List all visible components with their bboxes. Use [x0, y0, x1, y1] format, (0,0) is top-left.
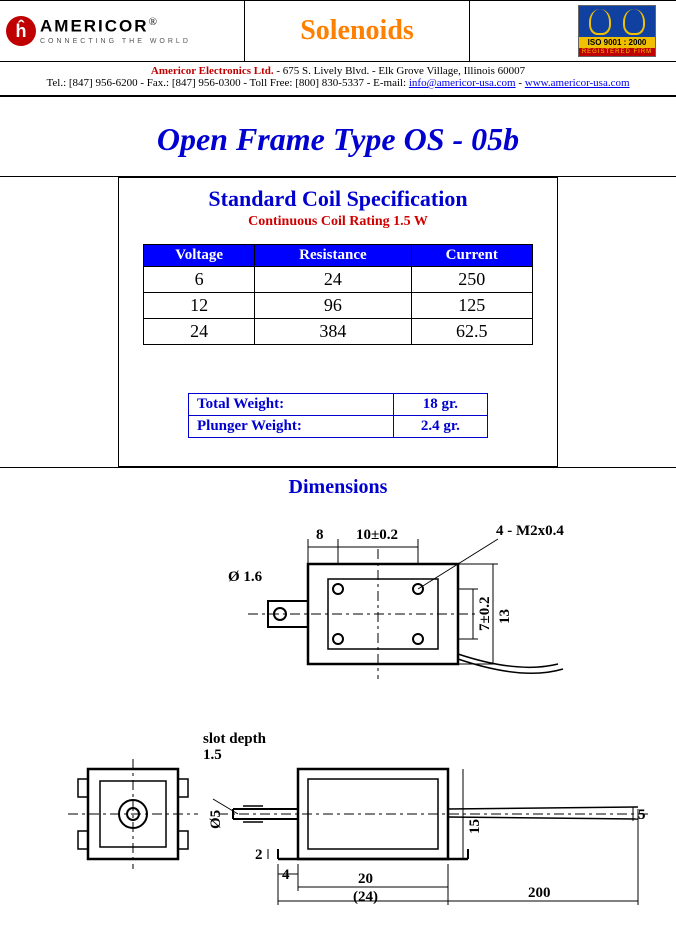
- dim-15: 15: [467, 819, 484, 834]
- company-address: - 675 S. Lively Blvd. - Elk Grove Villag…: [274, 65, 526, 77]
- dim-2: 2: [255, 847, 263, 864]
- dim-200: 200: [528, 885, 551, 902]
- spec-box: Standard Coil Specification Continuous C…: [118, 177, 558, 467]
- table-row: 6 24 250: [144, 267, 533, 293]
- dim-13: 13: [497, 609, 514, 624]
- wreath-icon: [589, 9, 611, 35]
- dimensions-title: Dimensions: [0, 476, 676, 499]
- table-row: 12 96 125: [144, 293, 533, 319]
- certification-cell: ISO 9001 : 2000 REGISTERED FIRM: [470, 1, 676, 61]
- wreath-icon: [623, 9, 645, 35]
- iso-strip: ISO 9001 : 2000: [579, 37, 655, 48]
- logo-mark-icon: ĥ: [6, 16, 36, 46]
- spec-subtitle: Continuous Coil Rating 1.5 W: [137, 214, 539, 230]
- dim-5: 5: [638, 807, 646, 824]
- table-row: Plunger Weight: 2.4 gr.: [189, 416, 488, 438]
- iso-badge: ISO 9001 : 2000 REGISTERED FIRM: [578, 5, 656, 57]
- website-link[interactable]: www.americor-usa.com: [525, 77, 630, 89]
- col-resistance: Resistance: [255, 245, 411, 267]
- category-title: Solenoids: [300, 15, 414, 47]
- weight-value: 2.4 gr.: [393, 416, 487, 438]
- table-header-row: Voltage Resistance Current: [144, 245, 533, 267]
- dim-dia5: Ø5: [208, 810, 225, 829]
- iso-badge-top: [579, 6, 655, 37]
- category-cell: Solenoids: [245, 1, 470, 61]
- spec-title: Standard Coil Specification: [137, 186, 539, 212]
- weight-label: Plunger Weight:: [189, 416, 394, 438]
- dim-10: 10±0.2: [356, 527, 398, 544]
- weight-label: Total Weight:: [189, 394, 394, 416]
- logo-tagline: CONNECTING THE WORLD: [40, 38, 191, 45]
- weight-value: 18 gr.: [393, 394, 487, 416]
- logo-registered: ®: [149, 16, 157, 28]
- weight-table: Total Weight: 18 gr. Plunger Weight: 2.4…: [188, 393, 488, 438]
- contact-sep: -: [516, 77, 525, 89]
- contact-bar: Americor Electronics Ltd. - 675 S. Livel…: [0, 62, 676, 97]
- drawing-svg: [18, 509, 658, 909]
- dim-24: (24): [353, 889, 378, 906]
- divider: [0, 467, 676, 468]
- logo-cell: ĥ AMERICOR® CONNECTING THE WORLD: [0, 1, 245, 61]
- dim-4: 4: [282, 867, 290, 884]
- company-name: Americor Electronics Ltd.: [151, 65, 274, 77]
- dim-dia16: Ø 1.6: [228, 569, 262, 586]
- dim-hole: 4 - M2x0.4: [496, 523, 564, 540]
- dim-20: 20: [358, 871, 373, 888]
- table-row: 24 384 62.5: [144, 319, 533, 345]
- header-bar: ĥ AMERICOR® CONNECTING THE WORLD Solenoi…: [0, 0, 676, 62]
- col-voltage: Voltage: [144, 245, 255, 267]
- company-logo: ĥ AMERICOR® CONNECTING THE WORLD: [6, 16, 191, 46]
- logo-wordmark: AMERICOR: [40, 17, 149, 36]
- iso-bottom: REGISTERED FIRM: [579, 48, 655, 56]
- table-row: Total Weight: 18 gr.: [189, 394, 488, 416]
- dimensions-drawing: Ø 1.6 8 10±0.2 4 - M2x0.4 7±0.2 13 slot …: [18, 509, 658, 909]
- email-link[interactable]: info@americor-usa.com: [409, 77, 516, 89]
- contact-line-prefix: Tel.: [847] 956-6200 - Fax.: [847] 956-0…: [46, 77, 408, 89]
- dim-7: 7±0.2: [477, 597, 494, 631]
- dim-8: 8: [316, 527, 324, 544]
- dim-slot: slot depth: [203, 731, 266, 748]
- page-title: Open Frame Type OS - 05b: [0, 97, 676, 176]
- dim-slotv: 1.5: [203, 747, 222, 764]
- col-current: Current: [411, 245, 532, 267]
- coil-table: Voltage Resistance Current 6 24 250 12 9…: [143, 244, 533, 345]
